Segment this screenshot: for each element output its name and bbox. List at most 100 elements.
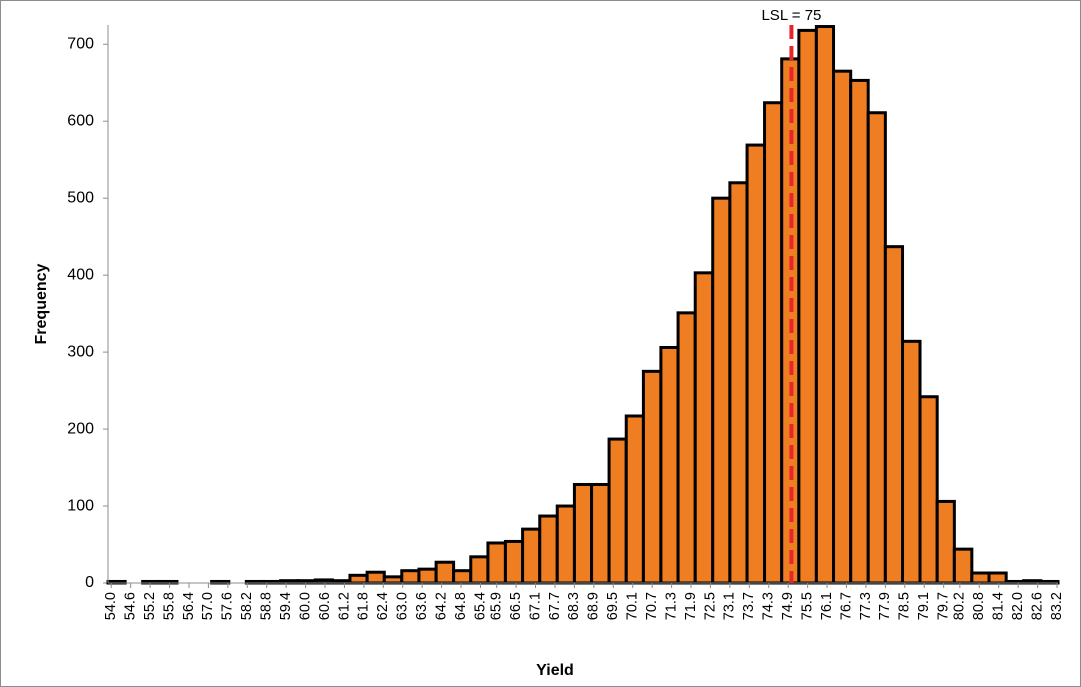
x-tick-label: 55.2 [142,592,158,620]
bar [901,339,922,585]
x-tick-label: 74.3 [761,592,777,620]
x-tick-label: 82.0 [1010,592,1026,620]
x-tick-label: 64.2 [433,592,449,620]
x-tick-label: 70.1 [625,592,641,620]
x-tick-label: 80.2 [952,592,968,620]
x-tick-label: 81.4 [991,592,1007,620]
x-tick-label: 80.8 [971,592,987,620]
x-tick-label: 69.5 [605,592,621,620]
x-tick-label: 76.7 [838,592,854,620]
bar [400,569,421,585]
bar [641,369,663,585]
bar [970,571,991,585]
bar [763,101,784,585]
bar [659,345,680,585]
y-tick-label: 200 [67,420,94,437]
x-tick-label: 65.9 [489,592,505,620]
bar [797,28,818,585]
x-tick-label: 58.2 [239,592,255,620]
x-tick-label: 71.9 [683,592,699,620]
y-axis-title: Frequency [33,263,50,344]
x-tick-label: 60.0 [297,592,313,620]
x-tick-label: 62.4 [375,592,391,620]
x-tick-label: 68.3 [566,592,582,620]
x-tick-label: 73.1 [722,592,738,620]
bar [711,196,732,585]
x-tick-label: 65.4 [472,592,488,620]
y-tick-label: 100 [67,497,94,514]
bar [434,560,456,585]
x-tick-label: 75.5 [799,592,815,620]
bar [348,573,369,585]
x-tick-label: 83.2 [1049,592,1065,620]
x-tick-label: 66.5 [508,592,524,620]
bar [745,143,767,585]
bar [918,395,939,585]
x-tick-label: 57.0 [200,592,216,620]
x-tick-label: 67.1 [527,592,543,620]
x-tick-label: 73.7 [741,592,757,620]
x-tick-label: 63.0 [395,592,411,620]
bar [452,569,473,585]
y-tick-label: 0 [85,574,94,591]
x-tick-label: 71.3 [663,592,679,620]
x-tick-label: 55.8 [161,592,177,620]
bar [624,414,645,585]
bar [693,271,715,585]
bar [555,504,576,585]
x-tick-label: 79.1 [916,592,932,620]
bar [952,547,974,585]
bar [866,111,887,585]
x-tick-label: 54.0 [103,592,119,620]
bar [538,514,559,585]
x-axis-title: Yield [536,662,574,679]
bar [382,575,404,585]
x-tick-label: 61.2 [336,592,352,620]
bar [728,181,749,585]
y-tick-label: 500 [67,189,94,206]
bar [521,527,542,585]
bar [987,571,1008,585]
bar [503,539,525,585]
y-tick-label: 300 [67,343,94,360]
x-tick-label: 74.9 [780,592,796,620]
x-tick-label: 76.1 [819,592,835,620]
bar [676,311,697,585]
x-tick-label: 54.6 [123,592,139,620]
x-tick-label: 64.8 [453,592,469,620]
bar [849,78,870,585]
bar [832,69,853,585]
x-tick-label: 82.6 [1029,592,1045,620]
y-tick-label: 700 [67,35,94,52]
x-tick-label: 56.4 [181,592,197,620]
bar [935,499,956,585]
x-tick-label: 68.9 [586,592,602,620]
x-tick-label: 79.7 [935,592,951,620]
bar [814,25,836,585]
bar [607,437,628,585]
x-tick-label: 77.9 [877,592,893,620]
x-tick-label: 70.7 [644,592,660,620]
bar [365,570,386,585]
x-tick-label: 59.4 [278,592,294,620]
x-tick-label: 57.6 [220,592,236,620]
bar [417,567,438,585]
x-tick-label: 78.5 [897,592,913,620]
x-tick-label: 61.8 [356,592,372,620]
x-tick-label: 63.6 [414,592,430,620]
x-tick-label: 77.3 [858,592,874,620]
x-tick-label: 58.8 [259,592,275,620]
bar [883,245,905,585]
y-tick-label: 400 [67,266,94,283]
bar [572,482,594,585]
bar [486,541,507,585]
annotation-label: LSL = 75 [761,7,821,24]
y-tick-label: 600 [67,112,94,129]
x-tick-label: 72.5 [702,592,718,620]
bar [590,482,611,585]
x-tick-label: 60.6 [317,592,333,620]
bar [469,555,490,585]
x-tick-label: 67.7 [547,592,563,620]
